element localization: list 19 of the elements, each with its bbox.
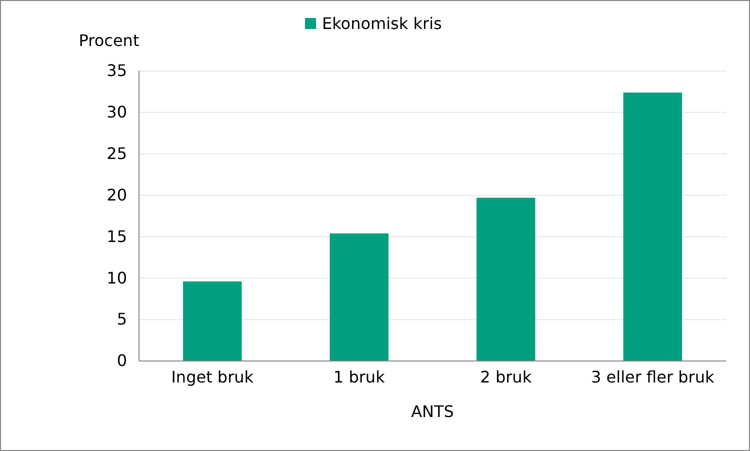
x-tick-label: 1 bruk (333, 367, 386, 386)
y-tick-label: 10 (106, 268, 127, 288)
bar (183, 281, 242, 361)
x-axis-title: ANTS (411, 402, 454, 421)
y-tick-label: 20 (106, 185, 127, 204)
y-tick-label: 5 (116, 310, 127, 329)
y-tick-label: 30 (106, 102, 127, 122)
x-tick-label: 3 eller fler bruk (591, 367, 715, 386)
y-tick-label: 35 (106, 61, 127, 80)
bar (330, 233, 388, 361)
x-tick-label: Inget bruk (171, 367, 254, 386)
legend-label: Ekonomisk kris (322, 14, 442, 33)
y-tick-label: 25 (106, 144, 127, 163)
y-tick-label: 0 (116, 351, 127, 370)
y-tick-label: 15 (106, 226, 127, 246)
x-tick-label: 2 bruk (480, 367, 532, 386)
bar (623, 92, 682, 361)
bar (476, 198, 536, 361)
y-axis-title: Procent (78, 31, 140, 50)
